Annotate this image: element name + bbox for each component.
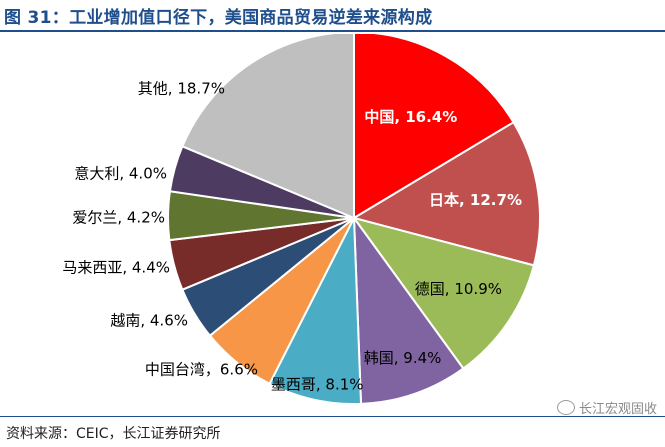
source-note: 资料来源：CEIC，长江证券研究所 — [6, 426, 221, 442]
slice-label-6: 越南, 4.6% — [110, 312, 188, 330]
pie-chart: 中国, 16.4% 日本, 12.7% 德国, 10.9% 韩国, 9.4%墨西哥, … — [62, 34, 541, 405]
slice-label-8: 爱尔兰, 4.2% — [72, 209, 165, 227]
pie-slice-0 — [353, 34, 515, 220]
pie-slices — [167, 34, 541, 405]
pie-slice-4 — [268, 214, 363, 405]
title-divider — [0, 30, 665, 32]
figure-title: 图 31：工业增加值口径下，美国商品贸易逆差来源构成 — [4, 8, 433, 28]
footer-divider — [0, 416, 665, 417]
pie-slice-2 — [351, 216, 536, 370]
pie-slice-10 — [181, 34, 355, 220]
slice-label-3: 韩国, 9.4% — [364, 349, 442, 367]
slice-label-4: 墨西哥, 8.1% — [271, 376, 364, 394]
slice-label-7: 马来西亚, 4.4% — [62, 259, 170, 277]
wechat-icon — [556, 400, 575, 415]
slice-label-5: 中国台湾，6.6% — [145, 361, 258, 379]
slice-label-9: 意大利, 4.0% — [74, 165, 167, 183]
watermark-text: 长江宏观固收 — [578, 402, 657, 417]
pie-labels: 中国, 16.4% 日本, 12.7% 德国, 10.9% 韩国, 9.4%墨西哥, … — [62, 80, 522, 394]
watermark: 长江宏观固收 — [556, 398, 657, 417]
slice-label-1: 日本, 12.7% — [429, 191, 522, 209]
pie-slice-3 — [352, 214, 465, 405]
slice-label-10: 其他, 18.7% — [138, 80, 225, 98]
slice-label-2: 德国, 10.9% — [415, 280, 502, 298]
slice-label-0: 中国, 16.4% — [364, 108, 457, 126]
